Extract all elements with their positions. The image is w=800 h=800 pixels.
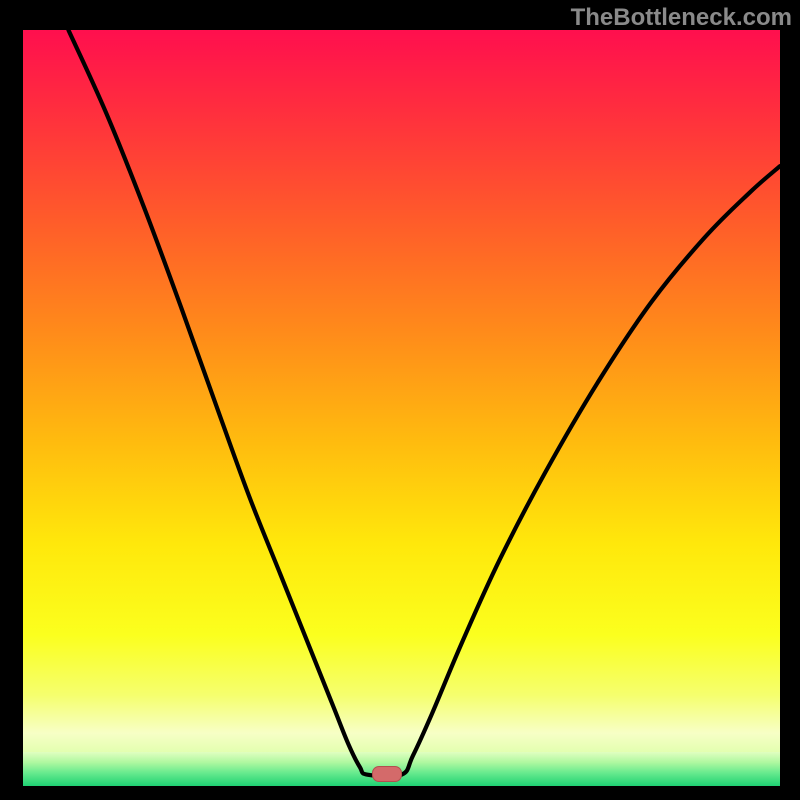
plot-area	[23, 30, 780, 786]
watermark-text: TheBottleneck.com	[571, 4, 792, 32]
chart-container: TheBottleneck.com	[0, 0, 800, 800]
bottleneck-curve	[23, 30, 780, 786]
optimal-point-marker	[372, 766, 402, 782]
